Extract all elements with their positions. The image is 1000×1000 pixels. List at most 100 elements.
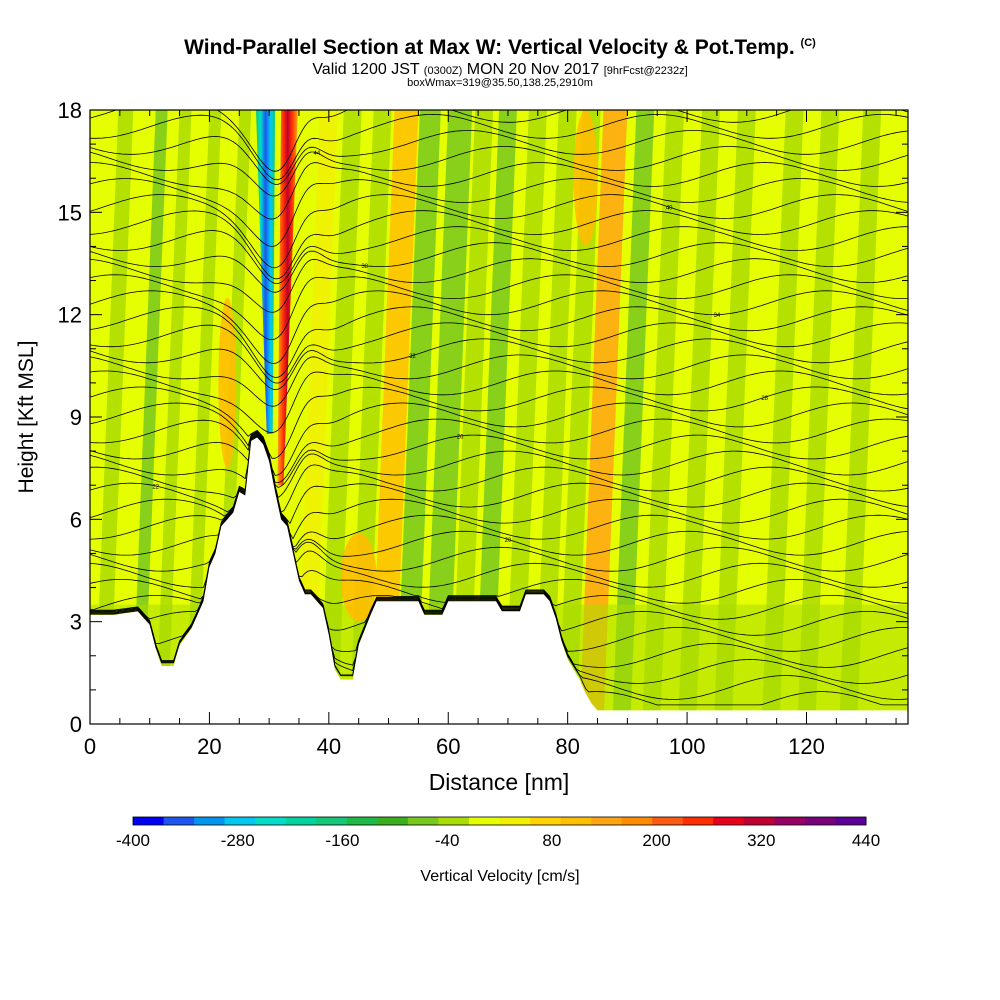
- velocity-streak: [424, 110, 473, 724]
- theta-contour: [90, 194, 908, 269]
- theta-contour: [90, 210, 908, 280]
- theta-contour: [90, 386, 908, 459]
- colorbar-tick-label: 320: [747, 831, 775, 850]
- colorbar-tick-label: -160: [325, 831, 359, 850]
- contour-label: 38: [361, 264, 368, 270]
- colorbar-swatch: [682, 817, 714, 825]
- colorbar-swatch: [346, 817, 378, 825]
- x-tick-label: 100: [669, 734, 706, 759]
- contour-label: 32: [409, 354, 416, 360]
- colorbar-swatch: [560, 817, 592, 825]
- colorbar-swatch: [377, 817, 409, 825]
- axes: 0 20 40 60 80 100 120 0 3 6 9 12 15 18: [58, 98, 908, 759]
- contour-label: 40: [666, 206, 673, 212]
- theta-contour: [90, 178, 908, 247]
- theta-contour: [90, 110, 908, 172]
- colorbar-swatch: [224, 817, 256, 825]
- theta-contour: [90, 432, 908, 488]
- velocity-streak: [761, 110, 804, 724]
- theta-contour: [90, 306, 908, 378]
- colorbar-frame: [132, 816, 867, 826]
- theta-contour: [90, 438, 908, 588]
- colorbar-swatch: [835, 817, 867, 825]
- valid-date: MON 20 Nov 2017: [466, 61, 600, 78]
- velocity-blob: [573, 110, 598, 247]
- theta-contour: [90, 437, 908, 572]
- colorbar-swatch: [255, 817, 287, 825]
- theta-contour: [90, 162, 908, 220]
- velocity-streak: [797, 110, 840, 724]
- colorbar: -400 -280 -160 -40 80 200 320 440: [116, 816, 880, 850]
- contour-label: 44: [314, 151, 321, 157]
- colorbar-swatch: [407, 817, 439, 825]
- colorbar-swatch: [438, 817, 470, 825]
- theta-contour: [90, 338, 908, 391]
- colorbar-swatch: [285, 817, 317, 825]
- theta-contour: [90, 435, 908, 540]
- x-tick-label: 80: [555, 734, 579, 759]
- contour-label: 46: [618, 97, 625, 103]
- zulu-time: (0300Z): [423, 65, 463, 77]
- theta-contour: [90, 439, 908, 604]
- theta-contour: [90, 370, 908, 434]
- colorbar-swatch: [163, 817, 195, 825]
- theta-contour: [90, 354, 908, 407]
- x-tick-label: 120: [788, 734, 825, 759]
- velocity-streak: [713, 110, 756, 724]
- contour-label: 20: [505, 538, 512, 544]
- y-tick-label: 12: [58, 303, 82, 328]
- x-axis-label: Distance [nm]: [429, 769, 570, 795]
- valid-time: Valid 1200 JST: [312, 61, 420, 78]
- contour-label: 28: [761, 396, 768, 402]
- velocity-blob: [218, 297, 237, 469]
- colorbar-swatch: [530, 817, 562, 825]
- x-tick-label: 60: [436, 734, 460, 759]
- colorbar-swatch: [499, 817, 531, 825]
- colorbar-label: Vertical Velocity [cm/s]: [420, 868, 579, 885]
- colorbar-swatch: [621, 817, 653, 825]
- y-tick-label: 0: [70, 712, 82, 737]
- colorbar-swatch: [316, 817, 348, 825]
- y-axis-label: Height [Kft MSL]: [15, 341, 38, 494]
- velocity-streak: [131, 110, 168, 724]
- plot-area: 10141620222628323438404446: [90, 97, 908, 724]
- theta-contour: [90, 433, 908, 499]
- x-tick-label: 20: [197, 734, 221, 759]
- chart-title-text: Wind-Parallel Section at Max W: Vertical…: [184, 36, 795, 59]
- colorbar-swatch: [133, 817, 165, 825]
- y-tick-label: 18: [58, 98, 82, 123]
- theta-contour: [90, 146, 908, 197]
- y-tick-label: 9: [70, 405, 82, 430]
- velocity-streak: [475, 110, 517, 724]
- colorbar-swatch: [194, 817, 226, 825]
- theta-contour: [90, 130, 908, 185]
- x-tick-label: 40: [317, 734, 341, 759]
- contour-label: 22: [152, 484, 159, 490]
- contour-label: 26: [457, 434, 464, 440]
- theta-contour: [90, 440, 908, 620]
- theta-contour: [90, 437, 908, 557]
- velocity-streak: [185, 110, 222, 724]
- theta-contour: [90, 258, 908, 313]
- velocity-streak: [642, 110, 685, 724]
- velocity-streak: [396, 110, 441, 724]
- colorbar-swatch: [774, 817, 806, 825]
- x-tick-label: 0: [84, 734, 96, 759]
- theta-contour: [90, 113, 908, 181]
- theta-contour: [90, 226, 908, 284]
- forecast-info: [9hrFcst@2232z]: [603, 65, 688, 77]
- velocity-streak: [504, 110, 547, 724]
- colorbar-swatch: [591, 817, 623, 825]
- velocity-streak: [319, 110, 362, 724]
- colorbar-tick-label: -400: [116, 831, 150, 850]
- y-tick-label: 15: [58, 200, 82, 225]
- box-wmax-info: boxWmax=319@35.50,138.25,2910m: [407, 77, 593, 89]
- chart-subtitle: Valid 1200 JST (0300Z) MON 20 Nov 2017 […: [0, 61, 1000, 79]
- colorbar-tick-label: 200: [642, 831, 670, 850]
- colorbar-swatch: [804, 817, 836, 825]
- colorbar-swatch: [468, 817, 500, 825]
- terrain: [90, 437, 908, 724]
- colorbar-tick-label: -280: [221, 831, 255, 850]
- velocity-streak: [579, 110, 628, 724]
